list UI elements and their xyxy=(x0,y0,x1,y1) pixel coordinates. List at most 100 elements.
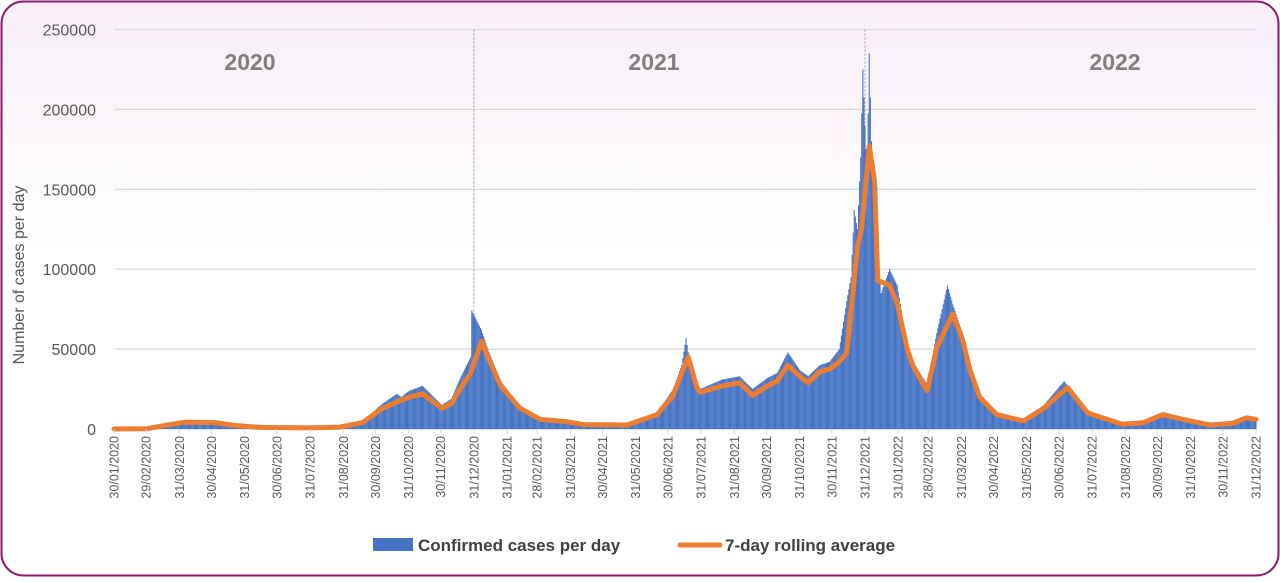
bar xyxy=(881,293,882,429)
x-tick-label: 30/11/2022 xyxy=(1216,436,1230,498)
bar xyxy=(862,69,863,429)
bar xyxy=(1067,386,1068,429)
bar xyxy=(701,389,702,429)
bar xyxy=(846,301,847,429)
year-label: 2022 xyxy=(1089,49,1140,75)
bar xyxy=(821,365,822,429)
x-tick-label: 31/10/2022 xyxy=(1184,436,1198,499)
bar xyxy=(686,338,687,429)
bar xyxy=(948,289,949,429)
bar xyxy=(954,311,955,429)
bar xyxy=(841,335,842,429)
x-tick-label: 30/11/2021 xyxy=(825,436,839,498)
bar xyxy=(823,364,824,429)
bar xyxy=(842,329,843,429)
bar xyxy=(845,308,846,429)
bar xyxy=(943,304,944,429)
x-tick-label: 30/04/2021 xyxy=(596,436,610,499)
bar xyxy=(949,293,950,429)
y-tick-label: 100000 xyxy=(43,262,96,279)
x-tick-label: 28/02/2022 xyxy=(922,436,936,499)
x-tick-label: 30/04/2022 xyxy=(987,436,1001,499)
x-tick-label: 31/08/2021 xyxy=(728,436,742,499)
bar xyxy=(844,315,845,429)
bar xyxy=(478,324,479,429)
x-tick-label: 31/01/2021 xyxy=(501,436,515,499)
bar xyxy=(890,271,891,429)
x-tick-label: 30/06/2020 xyxy=(270,436,284,499)
bar xyxy=(884,284,885,429)
x-tick-label: 30/04/2020 xyxy=(205,436,219,499)
bar xyxy=(889,269,890,429)
y-tick-label: 250000 xyxy=(43,23,96,40)
bar xyxy=(958,320,959,429)
y-tick-label: 50000 xyxy=(52,342,97,359)
x-tick-label: 31/08/2020 xyxy=(337,436,351,499)
bar xyxy=(942,309,943,429)
x-tick-label: 30/06/2021 xyxy=(661,436,675,499)
x-tick-label: 31/05/2020 xyxy=(238,436,252,499)
bar xyxy=(854,210,855,429)
bar xyxy=(867,173,868,429)
legend-swatch-cases xyxy=(373,538,413,551)
x-tick-label: 31/12/2022 xyxy=(1250,436,1264,499)
x-tick-label: 31/05/2022 xyxy=(1020,436,1034,499)
x-tick-label: 31/12/2021 xyxy=(858,436,872,499)
bar xyxy=(883,287,884,429)
bar xyxy=(863,97,864,429)
y-tick-label: 0 xyxy=(87,422,96,439)
x-tick-label: 30/09/2021 xyxy=(760,436,774,499)
bar xyxy=(888,272,889,429)
bar xyxy=(476,319,477,429)
bar xyxy=(886,278,887,429)
bar xyxy=(684,345,685,429)
year-label: 2021 xyxy=(628,49,679,75)
bar xyxy=(947,285,948,429)
bar xyxy=(824,364,825,429)
legend-label-average: 7-day rolling average xyxy=(725,536,895,555)
x-tick-label: 31/07/2021 xyxy=(695,436,709,499)
x-tick-label: 28/02/2021 xyxy=(531,436,545,499)
bar xyxy=(878,267,879,429)
bar xyxy=(822,364,823,429)
x-tick-label: 29/02/2020 xyxy=(140,436,154,499)
bar xyxy=(829,362,830,429)
bar xyxy=(699,389,700,429)
bar xyxy=(959,324,960,429)
x-tick-label: 31/05/2021 xyxy=(629,436,643,499)
bar xyxy=(859,181,860,429)
bar xyxy=(953,308,954,429)
x-tick-label: 31/12/2020 xyxy=(467,436,481,499)
bar xyxy=(952,304,953,429)
bar xyxy=(879,280,880,429)
bar xyxy=(861,113,862,429)
bar xyxy=(827,363,828,429)
x-tick-label: 30/09/2022 xyxy=(1151,436,1165,499)
x-tick-label: 31/08/2022 xyxy=(1119,436,1133,499)
x-tick-label: 30/01/2020 xyxy=(108,436,122,499)
bar xyxy=(887,275,888,429)
x-tick-label: 30/11/2020 xyxy=(434,436,448,498)
bar xyxy=(871,141,872,429)
bar xyxy=(945,295,946,429)
bar xyxy=(946,290,947,429)
x-tick-label: 31/07/2020 xyxy=(304,436,318,499)
x-tick-label: 30/09/2020 xyxy=(369,436,383,499)
x-tick-label: 31/10/2021 xyxy=(793,436,807,499)
x-tick-label: 31/03/2021 xyxy=(564,436,578,499)
bar xyxy=(885,281,886,429)
y-tick-label: 200000 xyxy=(43,102,96,119)
bar xyxy=(826,363,827,429)
bar xyxy=(944,300,945,429)
bar xyxy=(477,321,478,429)
y-tick-label: 150000 xyxy=(43,182,96,199)
bar xyxy=(956,314,957,429)
bar xyxy=(957,317,958,429)
legend-label-cases: Confirmed cases per day xyxy=(418,536,621,555)
bar xyxy=(396,394,397,429)
x-tick-label: 31/03/2020 xyxy=(173,436,187,499)
bar xyxy=(828,362,829,429)
bar xyxy=(882,290,883,429)
year-label: 2020 xyxy=(224,49,275,75)
